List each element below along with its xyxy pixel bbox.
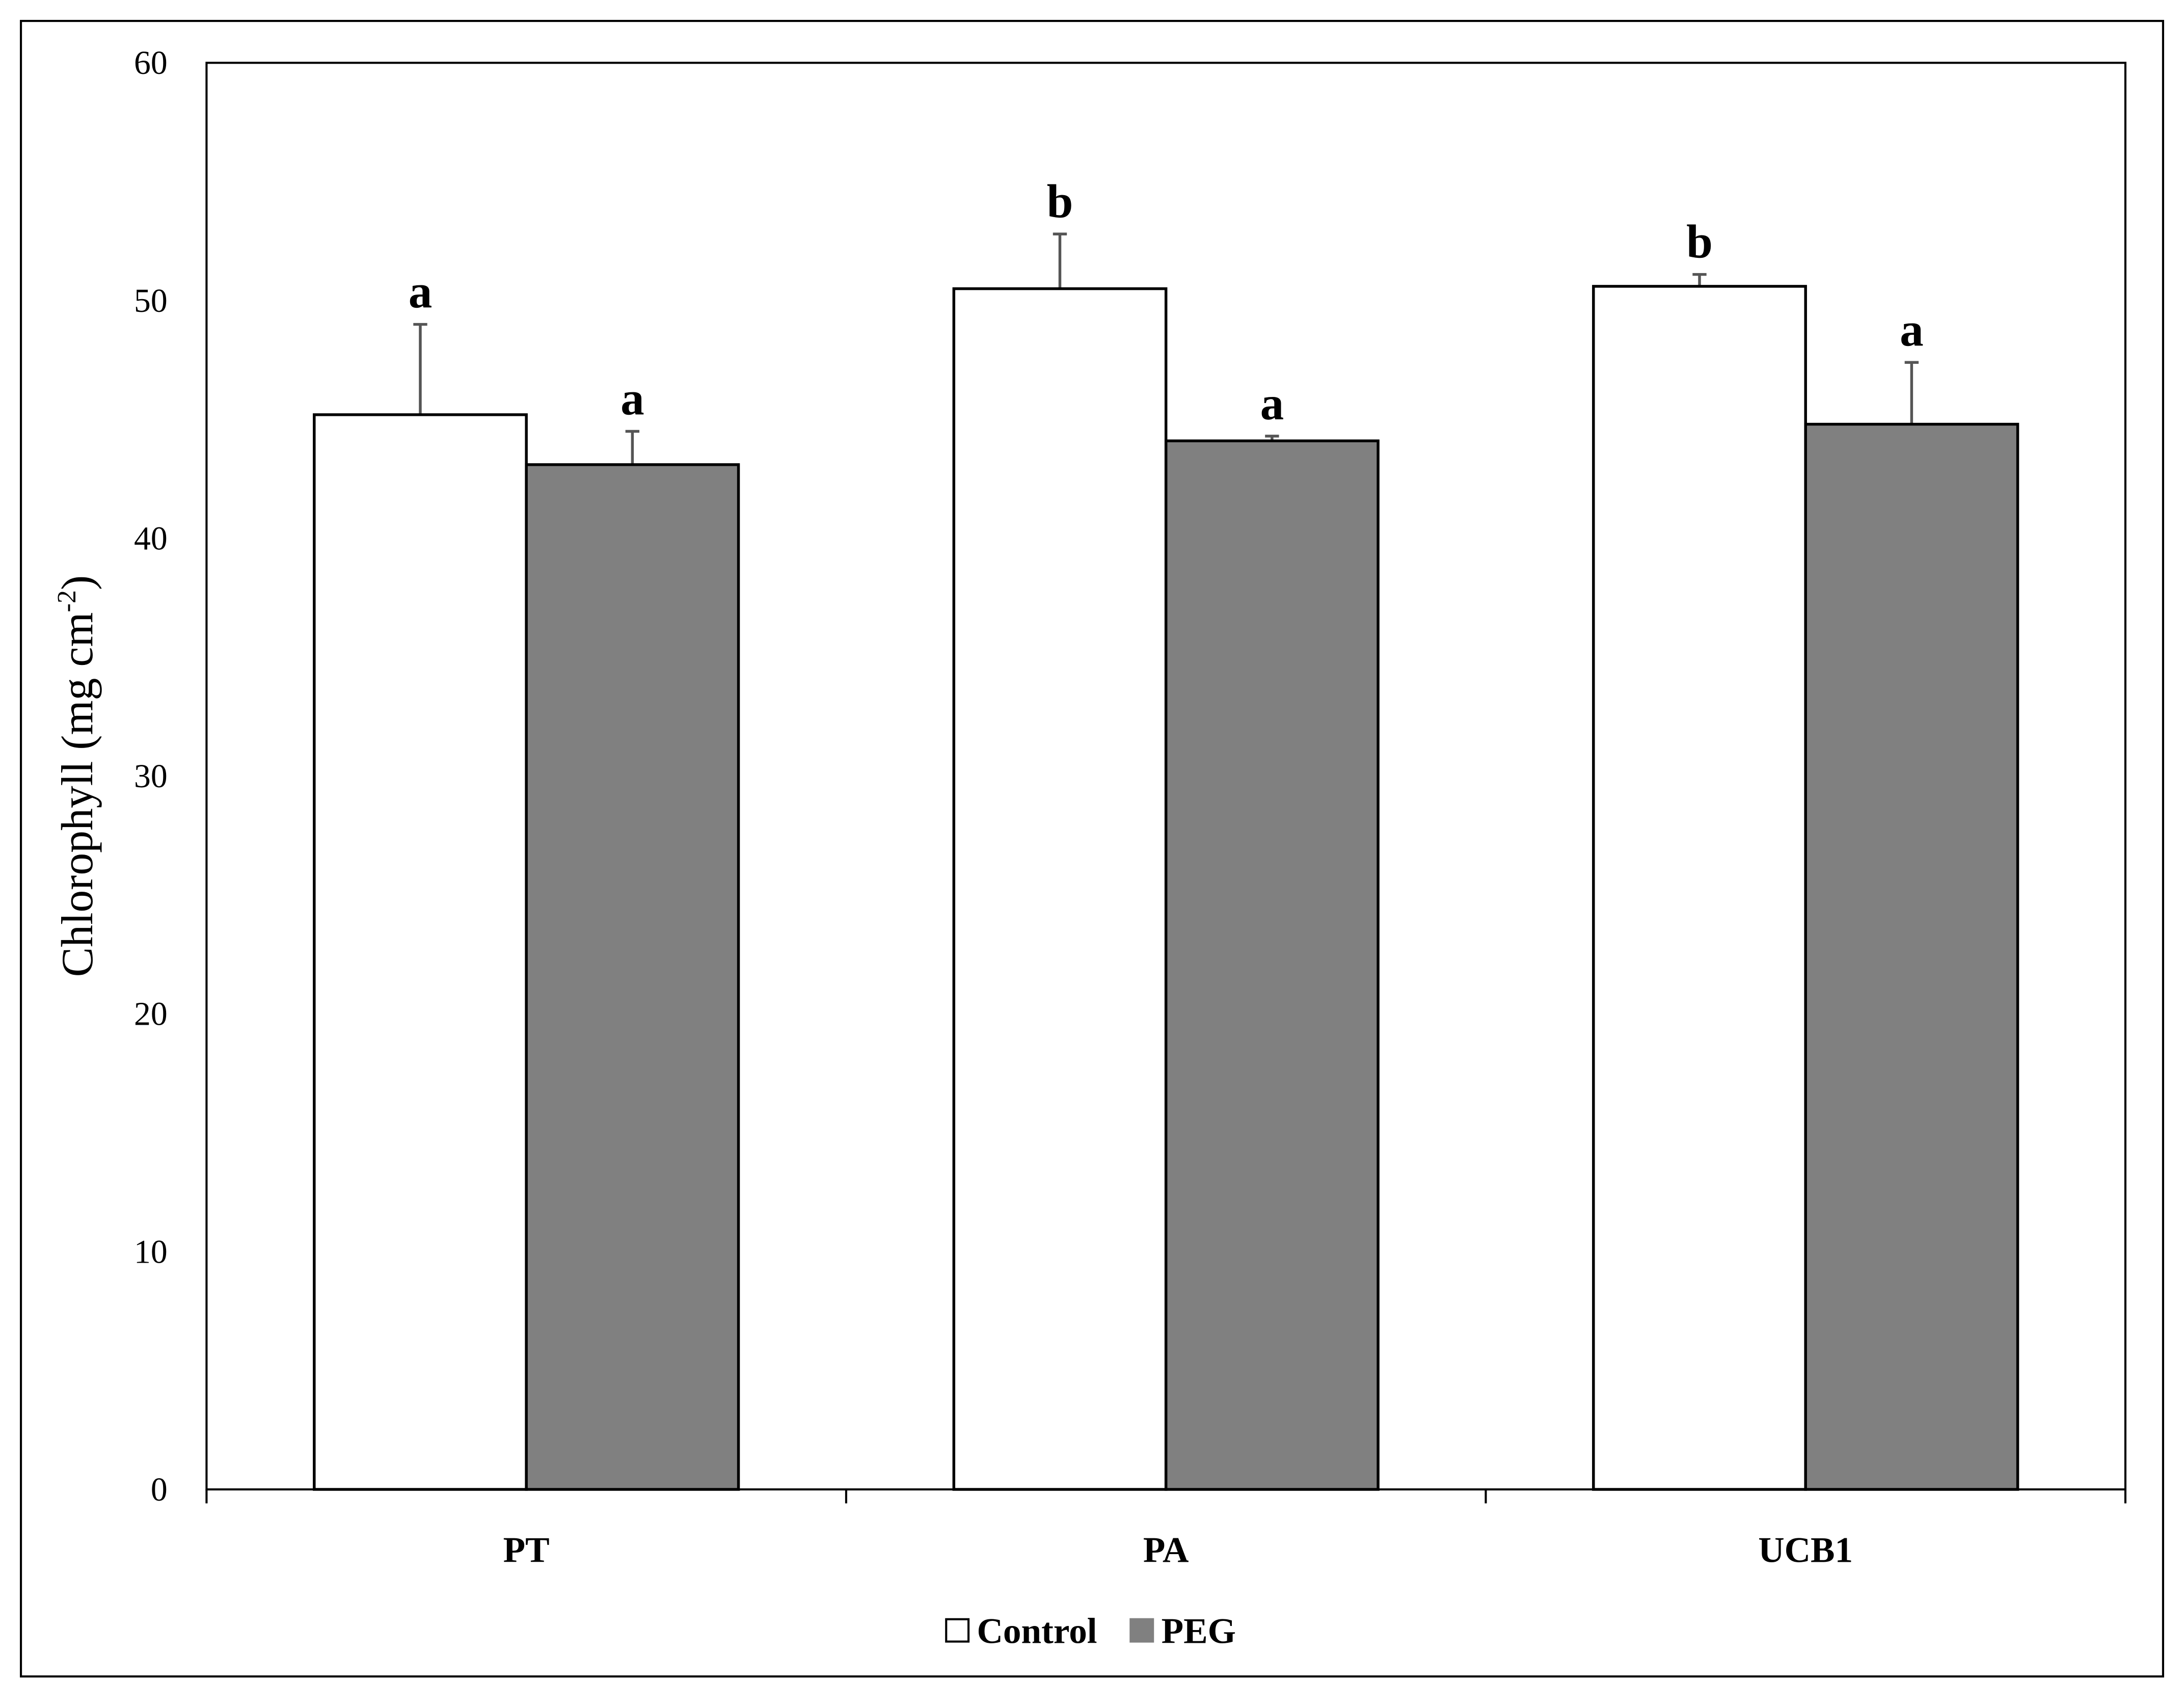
legend-swatch	[945, 1618, 970, 1643]
legend-label: PEG	[1162, 1611, 1236, 1651]
significance-letter: b	[1686, 216, 1713, 269]
y-axis-label-superscript: -2	[52, 590, 82, 612]
y-axis-label-main: Chlorophyll (mg cm	[52, 612, 102, 977]
bar	[1592, 285, 1807, 1491]
y-tick-label: 50	[134, 282, 168, 319]
bar	[525, 463, 740, 1491]
bar	[1804, 422, 2019, 1491]
significance-letter: a	[409, 266, 433, 318]
y-tick-label: 30	[134, 758, 168, 795]
y-tick-label: 0	[151, 1471, 168, 1508]
bar	[952, 287, 1168, 1491]
significance-letter: b	[1047, 175, 1073, 228]
y-axis-label: Chlorophyll (mg cm-2)	[52, 575, 102, 977]
x-tick-label: UCB1	[1758, 1530, 1853, 1570]
y-tick-label: 20	[134, 996, 168, 1033]
bar	[313, 413, 528, 1491]
y-tick-label: 60	[134, 44, 168, 82]
x-tick-label: PT	[503, 1530, 550, 1570]
legend-label: Control	[977, 1611, 1097, 1651]
legend-swatch	[1129, 1618, 1154, 1643]
x-tick-label: PA	[1143, 1530, 1189, 1570]
y-tick-label: 10	[134, 1233, 168, 1270]
significance-letter: a	[1900, 304, 1924, 356]
frame	[20, 20, 2164, 1678]
significance-letter: a	[621, 373, 644, 425]
bar	[1164, 439, 1380, 1491]
y-tick-label: 40	[134, 520, 168, 557]
y-axis-label-end: )	[52, 575, 102, 590]
significance-letter: a	[1260, 378, 1284, 430]
